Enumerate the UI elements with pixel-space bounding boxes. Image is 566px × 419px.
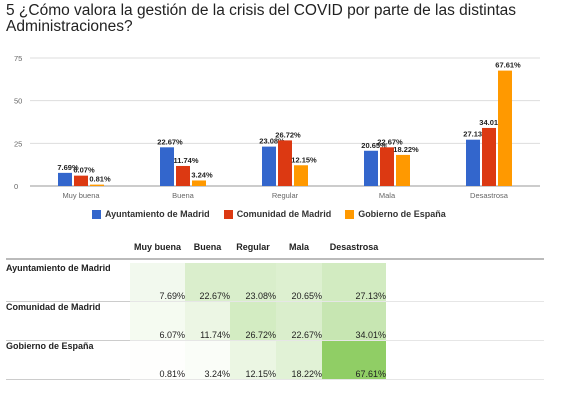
table-cell: 6.07% — [130, 301, 185, 341]
x-tick-label: Mala — [379, 191, 396, 200]
bar — [160, 147, 174, 186]
row-label: Gobierno de España — [6, 340, 130, 380]
table-row: Comunidad de Madrid 6.07% 11.74% 26.72% … — [6, 301, 544, 341]
y-tick-label: 25 — [14, 139, 22, 148]
data-label: 26.72% — [275, 130, 301, 139]
y-tick-label: 50 — [14, 97, 22, 106]
table-header-row: Muy buena Buena Regular Mala Desastrosa — [6, 236, 544, 259]
bar — [294, 165, 308, 186]
table-cell: 67.61% — [322, 340, 386, 380]
table-cell: 11.74% — [185, 301, 230, 341]
legend-swatch-gobierno — [345, 209, 355, 219]
bar — [380, 147, 394, 186]
legend-swatch-comunidad — [223, 209, 233, 219]
legend-label-ayuntamiento: Ayuntamiento de Madrid — [105, 209, 210, 219]
legend-swatch-ayuntamiento — [92, 209, 101, 219]
table-cell: 22.67% — [185, 263, 230, 302]
bar — [90, 184, 104, 186]
bar — [58, 172, 72, 186]
table-cell: 22.67% — [276, 301, 322, 341]
table-empty-cell — [386, 340, 544, 380]
bar-chart: 0 25 50 75 Muy buena 7.69%6.07%0.81% Buena 22.6… — [14, 54, 540, 200]
table-corner — [6, 236, 130, 259]
bar — [74, 175, 88, 186]
data-label: 0.81% — [89, 175, 111, 184]
data-label: 11.74% — [173, 156, 198, 165]
data-label: 18.22% — [393, 145, 419, 154]
table-cell: 0.81% — [130, 340, 185, 380]
table-cell: 3.24% — [185, 340, 230, 380]
table-row: Ayuntamiento de Madrid 7.69% 22.67% 23.0… — [6, 263, 544, 302]
bar — [192, 180, 206, 186]
legend-label-gobierno: Gobierno de España — [358, 209, 446, 219]
table-empty-cell — [386, 301, 544, 341]
table-cell: 27.13% — [322, 263, 386, 302]
column-header: Muy buena — [133, 242, 181, 252]
chart-legend: Ayuntamiento de Madrid Comunidad de Madr… — [92, 209, 446, 219]
data-label: 22.67% — [377, 137, 403, 146]
data-label: 6.07% — [73, 166, 95, 175]
data-label: 3.24% — [191, 170, 213, 179]
table-row: Gobierno de España 0.81% 3.24% 12.15% 18… — [6, 340, 544, 380]
bar — [396, 154, 410, 186]
row-label: Comunidad de Madrid — [6, 301, 130, 341]
column-header: Regular — [236, 242, 270, 252]
table-cell: 26.72% — [230, 301, 276, 341]
bar — [466, 139, 480, 186]
chart-title: 5 ¿Cómo valora la gestión de la crisis d… — [6, 2, 517, 35]
legend-item-ayuntamiento: Ayuntamiento de Madrid — [92, 209, 210, 219]
table-cell: 12.15% — [230, 340, 276, 380]
data-label: 22.67% — [157, 137, 183, 146]
x-tick-label: Desastrosa — [470, 191, 509, 200]
column-header: Buena — [193, 242, 222, 252]
y-tick-label: 0 — [14, 182, 18, 191]
data-label: 20.65% — [361, 141, 387, 150]
legend-item-comunidad: Comunidad de Madrid — [223, 209, 332, 219]
table-separator — [6, 258, 544, 263]
bar — [364, 150, 378, 186]
column-header: Mala — [288, 242, 309, 252]
bar — [498, 70, 512, 186]
data-label: 27.13% — [463, 130, 489, 139]
data-label: 23.08% — [259, 137, 285, 146]
x-tick-label: Muy buena — [62, 191, 100, 200]
row-label: Ayuntamiento de Madrid — [6, 263, 130, 302]
bar — [278, 140, 292, 186]
bar — [482, 127, 496, 186]
data-label: 7.69% — [57, 163, 79, 172]
y-tick-label: 75 — [14, 54, 22, 63]
table-empty-cell — [386, 263, 544, 302]
data-table: Muy buena Buena Regular Mala Desastrosa … — [6, 236, 544, 380]
bar — [262, 146, 276, 186]
table-spacer — [386, 236, 544, 259]
legend-item-gobierno: Gobierno de España — [345, 209, 446, 219]
data-label: 34.01% — [479, 118, 505, 127]
data-label: 12.15% — [291, 155, 317, 164]
table-cell: 34.01% — [322, 301, 386, 341]
x-tick-label: Regular — [272, 191, 299, 200]
data-label: 67.61% — [495, 61, 521, 70]
bar — [176, 165, 190, 186]
table-cell: 7.69% — [130, 263, 185, 302]
table-cell: 23.08% — [230, 263, 276, 302]
legend-label-comunidad: Comunidad de Madrid — [236, 209, 332, 219]
table-cell: 18.22% — [276, 340, 322, 380]
table-cell: 20.65% — [276, 263, 322, 302]
x-tick-label: Buena — [172, 191, 195, 200]
column-header: Desastrosa — [329, 242, 379, 252]
